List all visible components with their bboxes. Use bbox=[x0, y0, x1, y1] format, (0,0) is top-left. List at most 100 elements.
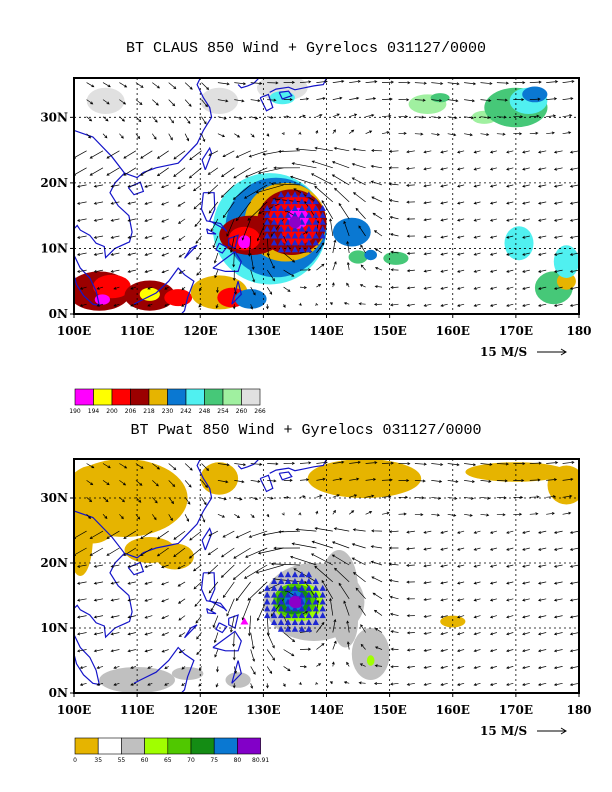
wind-vector bbox=[398, 131, 407, 135]
wind-vector bbox=[546, 97, 558, 101]
gyreloc-marker bbox=[291, 211, 299, 218]
wind-vector bbox=[343, 600, 350, 616]
wind-vector bbox=[349, 79, 361, 83]
wind-vector bbox=[456, 150, 465, 154]
wind-vector bbox=[553, 218, 563, 222]
wind-vector bbox=[243, 564, 268, 579]
wind-vector bbox=[310, 553, 333, 566]
wind-vector bbox=[189, 150, 202, 161]
wind-vector bbox=[110, 269, 120, 273]
wind-vector bbox=[489, 682, 497, 686]
x-tick-label: 120E bbox=[183, 703, 217, 717]
wind-vector bbox=[506, 564, 514, 568]
wind-vector bbox=[96, 303, 104, 307]
wind-vector bbox=[93, 235, 104, 239]
wind-vector bbox=[250, 269, 256, 283]
wind-vector bbox=[431, 133, 441, 137]
coastline bbox=[215, 242, 228, 254]
wind-vector bbox=[537, 615, 547, 619]
wind-vector bbox=[537, 632, 547, 636]
wind-vector bbox=[215, 304, 219, 309]
wind-vector bbox=[562, 114, 573, 118]
wind-vector bbox=[332, 239, 337, 254]
wind-vector bbox=[423, 303, 432, 307]
wind-vector bbox=[496, 81, 510, 85]
wind-vector bbox=[96, 682, 104, 686]
wind-vector bbox=[147, 286, 153, 290]
wind-vector bbox=[496, 479, 508, 483]
wind-vector bbox=[283, 495, 290, 499]
x-tick-label: 140E bbox=[309, 703, 343, 717]
wind-vector bbox=[86, 133, 91, 139]
shaded-region bbox=[171, 667, 204, 680]
wind-vector bbox=[496, 132, 506, 136]
wind-vector bbox=[546, 511, 555, 515]
wind-vector bbox=[193, 564, 202, 572]
colorbar-label: 75 bbox=[210, 757, 218, 764]
wind-vector bbox=[473, 666, 481, 670]
wind-vector bbox=[232, 304, 236, 310]
wind-vector bbox=[440, 167, 448, 171]
wind-vector bbox=[406, 234, 415, 238]
wind-vector bbox=[553, 564, 563, 568]
wind-vector bbox=[522, 269, 530, 273]
wind-vector bbox=[178, 235, 186, 241]
wind-vector bbox=[77, 269, 87, 273]
y-tick-label: 0N bbox=[49, 307, 68, 321]
wind-vector bbox=[371, 196, 383, 203]
wind-vector bbox=[343, 220, 350, 237]
wind-vector bbox=[473, 184, 481, 188]
wind-vector bbox=[513, 81, 526, 85]
wind-vector bbox=[569, 235, 579, 239]
gyreloc-marker bbox=[291, 605, 299, 612]
coastline bbox=[237, 78, 260, 89]
wind-vector bbox=[569, 547, 579, 551]
wind-vector bbox=[464, 99, 476, 103]
x-tick-label: 180 bbox=[566, 324, 591, 338]
wind-vector bbox=[440, 632, 448, 636]
gyreloc-marker bbox=[277, 218, 285, 225]
gyreloc-marker bbox=[305, 584, 313, 591]
wind-vector bbox=[414, 81, 427, 85]
gyreloc-marker bbox=[291, 246, 299, 253]
wind-vector bbox=[569, 666, 579, 670]
wind-vector bbox=[329, 302, 333, 306]
gyreloc-marker bbox=[263, 598, 271, 605]
wind-vector bbox=[358, 302, 366, 306]
wind-vector bbox=[537, 530, 547, 534]
gyreloc-marker bbox=[305, 232, 313, 239]
gyreloc-marker bbox=[298, 571, 306, 578]
wind-vector bbox=[250, 116, 259, 120]
wind-vector bbox=[562, 477, 574, 481]
gyre-center-marker bbox=[288, 216, 301, 229]
wind-vector bbox=[184, 514, 190, 522]
wind-vector bbox=[113, 303, 120, 307]
wind-vector bbox=[406, 614, 415, 618]
wind-vector bbox=[406, 200, 415, 204]
wind-vector bbox=[277, 530, 301, 534]
wind-vector bbox=[349, 96, 360, 100]
wind-vector bbox=[423, 167, 432, 171]
wind-vector bbox=[457, 564, 465, 568]
wind-vector bbox=[161, 218, 169, 223]
gyreloc-marker bbox=[277, 612, 285, 619]
wind-vector bbox=[473, 303, 481, 307]
coastline bbox=[201, 527, 213, 551]
colorbar-label: 266 bbox=[254, 408, 266, 415]
wind-vector bbox=[102, 99, 110, 105]
wind-vector bbox=[489, 269, 497, 273]
gyreloc-marker bbox=[319, 218, 326, 225]
wind-vector bbox=[281, 132, 285, 136]
wind-vector bbox=[569, 184, 579, 188]
wind-vector bbox=[406, 665, 415, 669]
wind-vector bbox=[423, 252, 432, 256]
wind-vector bbox=[316, 263, 325, 271]
wind-vector bbox=[316, 96, 326, 100]
wind-vector bbox=[119, 463, 128, 469]
wind-vector bbox=[569, 530, 579, 534]
wind-vector bbox=[234, 496, 243, 501]
wind-vector bbox=[513, 495, 524, 499]
gyreloc-marker bbox=[284, 591, 292, 598]
wind-vector bbox=[232, 252, 236, 268]
wind-vector bbox=[77, 235, 87, 239]
